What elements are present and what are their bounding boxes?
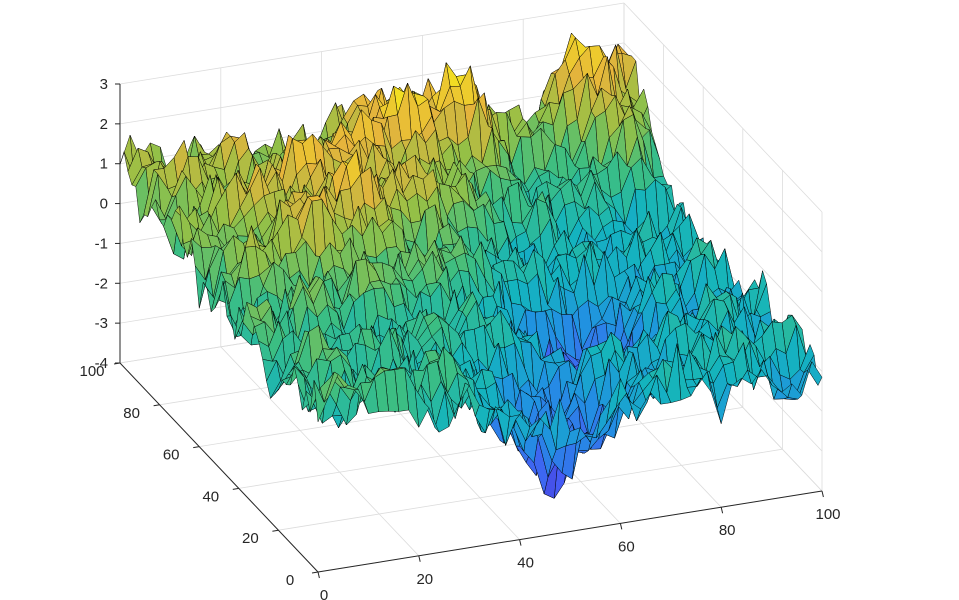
x-tick-label: 80: [719, 522, 736, 539]
x-tick-mark: [519, 539, 522, 546]
x-tick-mark: [418, 555, 421, 562]
x-axis-line: [317, 490, 823, 573]
x-tick-label: 100: [815, 506, 840, 523]
z-tick-label: -4: [95, 355, 108, 372]
y-tick-label: 80: [123, 405, 140, 422]
side-wall-grid-line: [623, 82, 823, 292]
side-wall-grid-line: [623, 42, 823, 253]
side-wall-grid-line: [623, 2, 823, 213]
back-wall-grid-line: [119, 42, 625, 125]
y-tick-label: 100: [79, 363, 104, 380]
back-wall-grid-line: [119, 2, 625, 85]
z-tick-label: -1: [95, 235, 108, 252]
x-tick-mark: [317, 571, 320, 579]
x-tick-mark: [821, 490, 824, 498]
y-tick-label: 0: [286, 572, 294, 589]
floor-grid-line: [238, 407, 743, 489]
floor-grid-line: [278, 448, 783, 531]
x-tick-label: 60: [618, 538, 635, 555]
floor-grid-line: [220, 346, 420, 557]
y-tick-mark: [311, 571, 319, 574]
tick-labels: 0 20 40 60 80 100 0 20 40 60 80 100 3 2 1 0 -1 -2 -3 -4: [79, 76, 840, 600]
z-tick-label: 1: [100, 156, 108, 173]
x-tick-label: 0: [320, 587, 328, 600]
z-tick-label: -3: [95, 315, 108, 332]
y-tick-mark: [153, 404, 160, 407]
x-tick-label: 40: [517, 555, 534, 572]
y-axis-line: [119, 362, 319, 573]
y-tick-mark: [232, 487, 239, 490]
x-tick-mark: [619, 523, 623, 530]
x-tick-label: 20: [416, 571, 433, 588]
y-tick-mark: [272, 529, 279, 532]
z-tick-label: 0: [100, 196, 108, 213]
y-tick-label: 20: [242, 530, 259, 547]
y-tick-mark: [193, 446, 200, 449]
z-tick-label: -2: [95, 275, 108, 292]
surface-patch: [313, 380, 329, 423]
x-tick-mark: [720, 507, 724, 514]
surface-mesh: [119, 32, 823, 499]
tick-marks: [113, 83, 824, 579]
z-tick-label: 2: [100, 116, 108, 133]
z-tick-label: 3: [100, 76, 108, 93]
y-tick-label: 60: [163, 447, 180, 464]
y-tick-label: 40: [202, 488, 219, 505]
